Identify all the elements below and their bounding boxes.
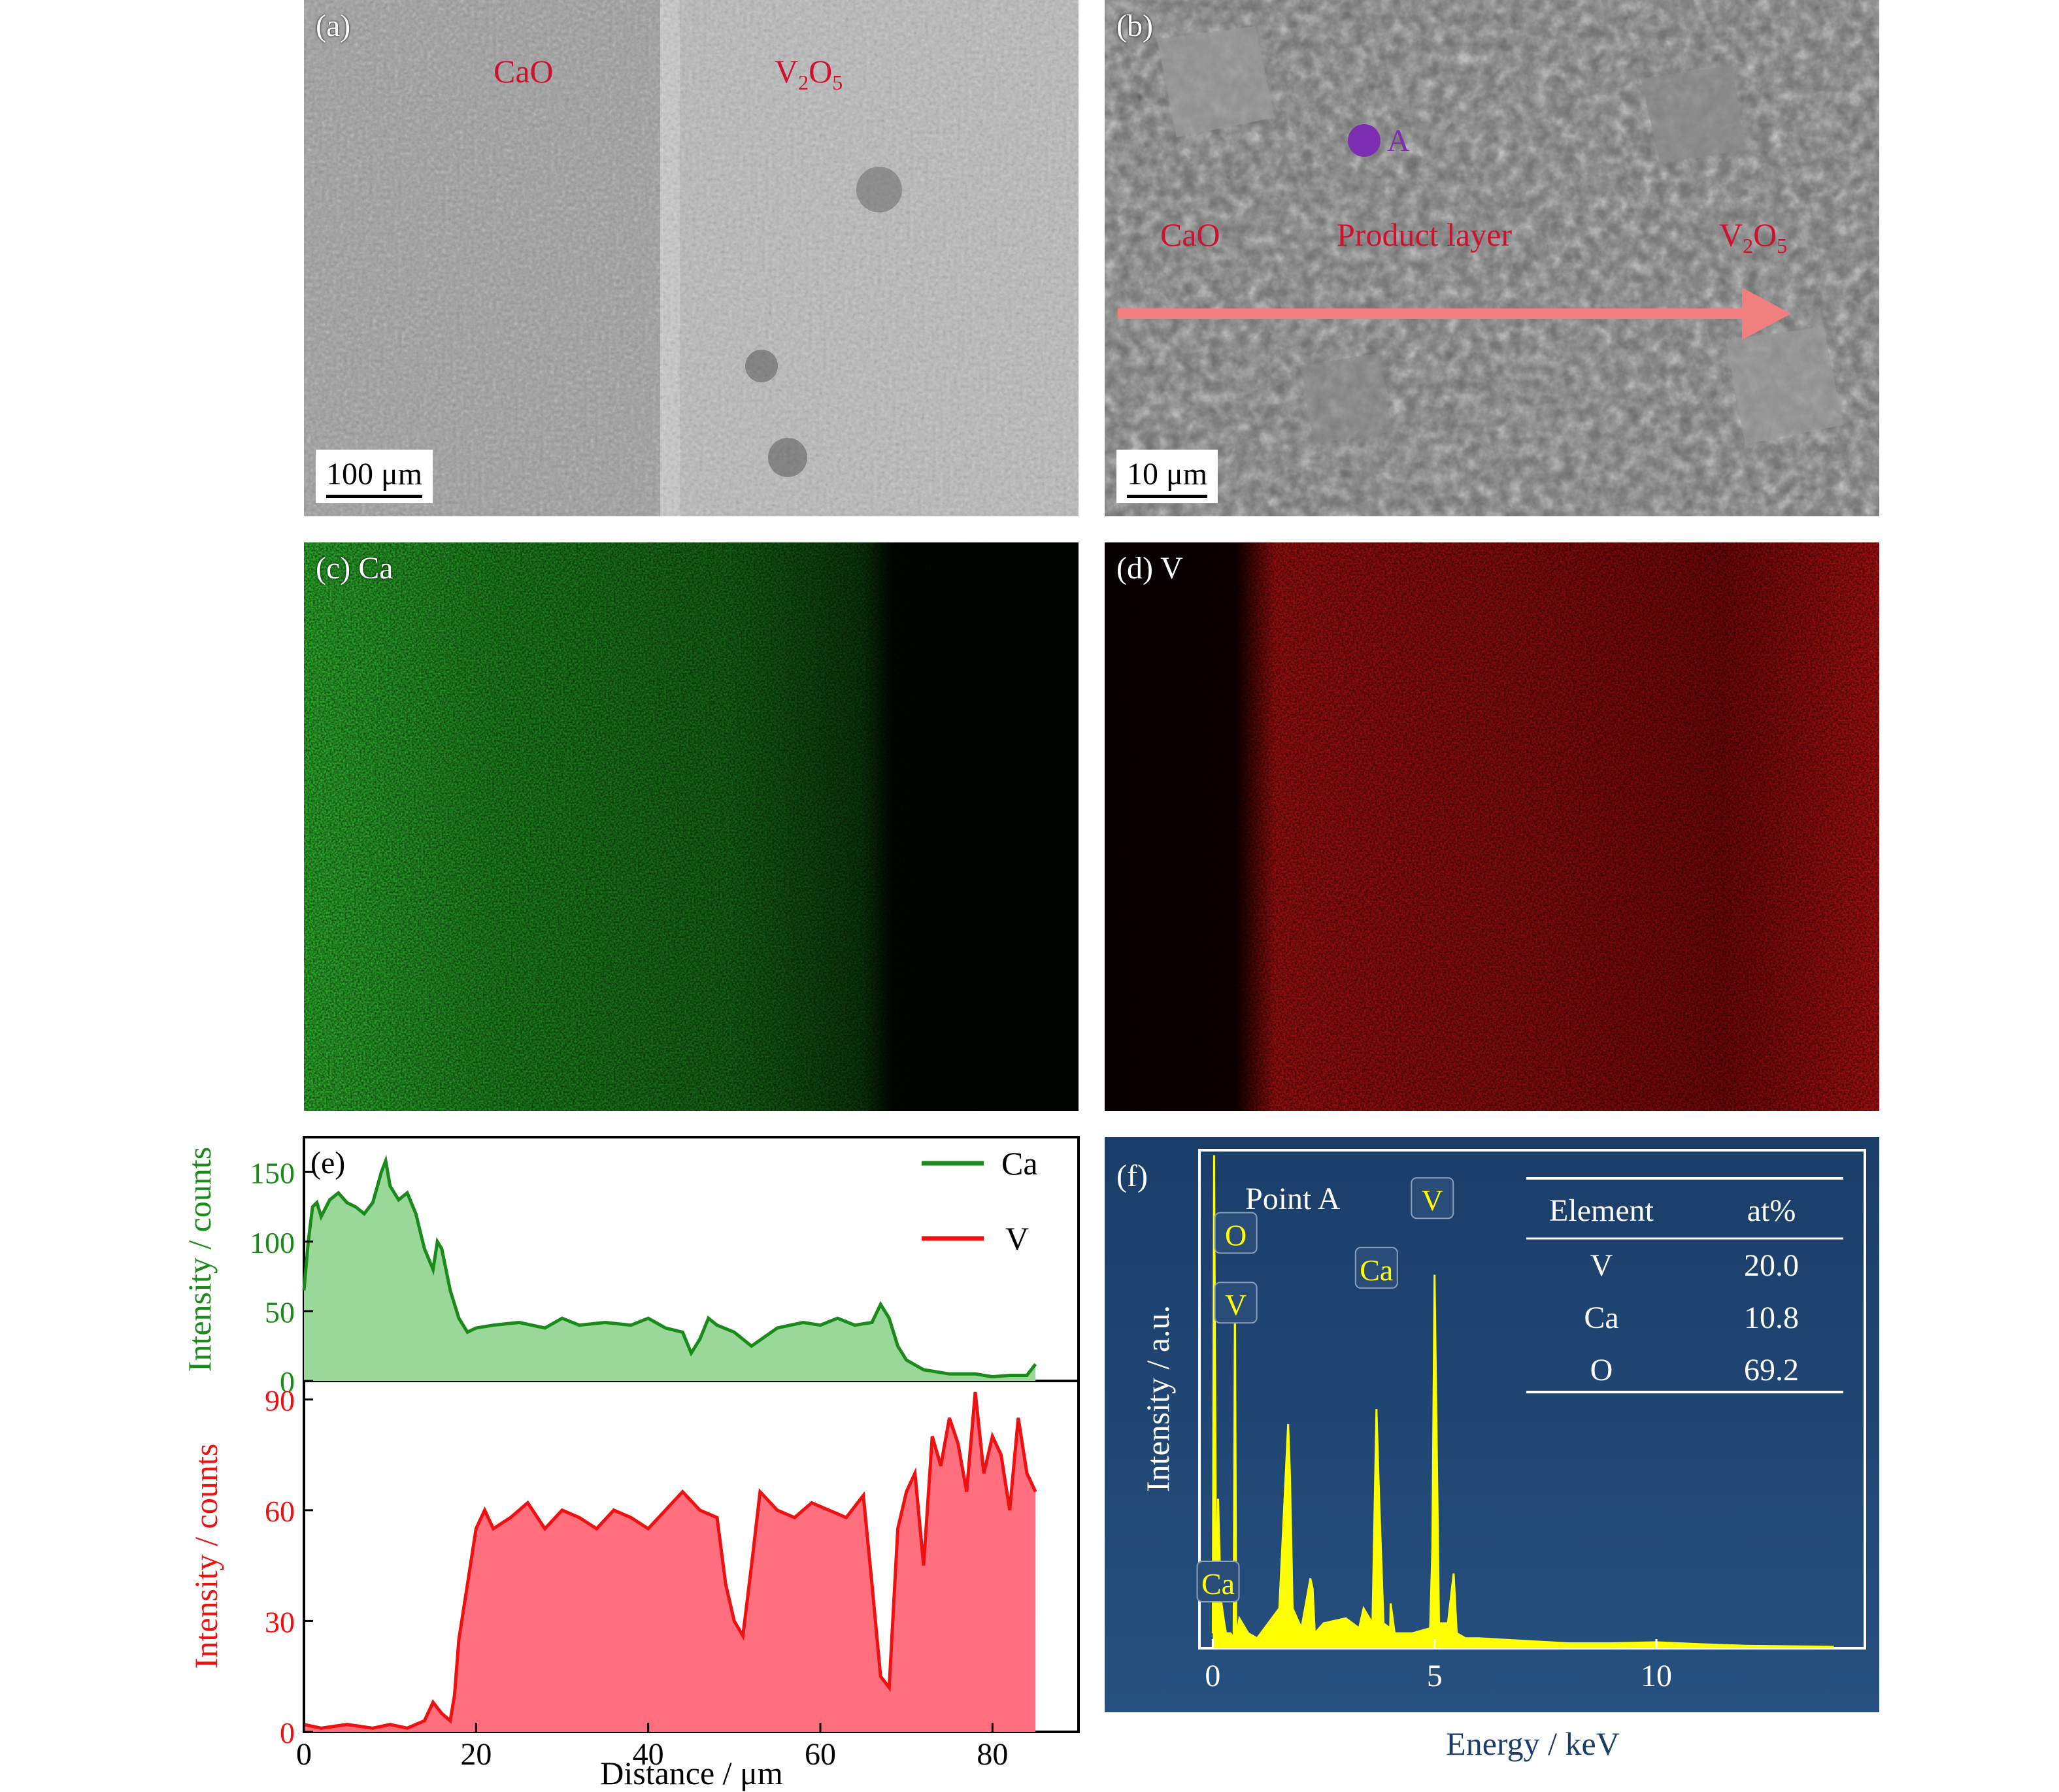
ca-series-line (302, 1154, 1037, 1379)
peak-label: Ca (1201, 1567, 1235, 1601)
v-y-tick-label: 90 (265, 1384, 295, 1417)
product-layer-label: Product layer (1337, 216, 1512, 253)
e-xlabel: Distance / μm (600, 1755, 783, 1791)
eds-spectrum-f: (f) Point A Intensity / a.u. Energy / ke… (1105, 1137, 1879, 1762)
v-map-d: (d) V (1105, 542, 1879, 1111)
v-y-tick-label: 30 (265, 1605, 295, 1638)
e-x-tick-label: 0 (296, 1737, 312, 1772)
ca-y-tick-label: 100 (250, 1226, 295, 1259)
v-y-tick-label: 0 (280, 1716, 295, 1750)
point-a-marker (1348, 124, 1381, 157)
sem-image-a: (a) CaO V2O5 100 μm (304, 0, 1079, 516)
table-cell: O (1590, 1353, 1613, 1387)
peak-label: Ca (1360, 1253, 1393, 1287)
peak-label-box (1354, 1246, 1398, 1289)
peak-label: V (1225, 1288, 1247, 1321)
ca-map-c: (c) Ca (304, 542, 1079, 1111)
table-cell: 10.8 (1744, 1301, 1799, 1335)
legend-v-label: V (1005, 1220, 1029, 1257)
sem-texture-a (304, 0, 1079, 516)
v2o5-label-a: V2O5 (775, 53, 843, 94)
table-cell: Ca (1584, 1301, 1618, 1335)
cao-label-b: CaO (1160, 216, 1220, 253)
legend-ca-label: Ca (1001, 1145, 1038, 1182)
table-header-element: Element (1549, 1193, 1654, 1228)
scale-bar-b: 10 μm (1116, 450, 1218, 503)
peak-label-box (1196, 1560, 1240, 1602)
ca-ylabel: Intensity / counts (181, 1147, 218, 1372)
line-scan-chart-e: (e) Distance / μm Intensity / counts Int… (181, 1136, 1080, 1791)
v-area (304, 1392, 1036, 1732)
panel-label-f: (f) (1116, 1159, 1148, 1193)
spectrum-line (1211, 1155, 1834, 1648)
v2o5-label-b: V2O5 (1719, 216, 1788, 257)
panel-label-a: (a) (316, 8, 351, 43)
peak-label-box (1214, 1212, 1258, 1254)
e-x-tick-label: 20 (460, 1737, 492, 1772)
e-x-tick-label: 40 (633, 1737, 664, 1772)
f-x-tick-label: 10 (1641, 1659, 1672, 1693)
v-series-line (303, 1391, 1037, 1730)
table-cell: 69.2 (1744, 1353, 1799, 1387)
panel-label-d: (d) V (1116, 551, 1183, 586)
sem-image-b: (b) A CaO Product layer V2O5 10 μm (1105, 0, 1879, 516)
table-cell: V (1590, 1248, 1613, 1283)
e-x-tick-label: 80 (977, 1737, 1008, 1772)
point-a-label: A (1387, 124, 1410, 158)
ca-y-tick-label: 150 (250, 1156, 295, 1189)
f-x-tick-label: 5 (1427, 1659, 1443, 1693)
table-cell: 20.0 (1744, 1248, 1799, 1283)
peak-label: O (1225, 1219, 1247, 1252)
panel-label-c: (c) Ca (316, 551, 393, 586)
sem-texture-b (1105, 0, 1879, 516)
point-a-title: Point A (1245, 1182, 1341, 1216)
panel-label-b: (b) (1116, 8, 1153, 43)
ca-y-tick-label: 50 (265, 1295, 295, 1329)
at-percent-table: Element at% V 20.0 Ca 10.8 O 69.2 (1526, 1177, 1843, 1393)
v-map-texture (1105, 542, 1879, 1111)
ca-area (304, 1161, 1036, 1381)
peak-label: V (1422, 1184, 1443, 1217)
e-x-tick-label: 60 (805, 1737, 836, 1772)
eds-xlabel: Energy / keV (1446, 1725, 1620, 1762)
ca-y-tick-label: 0 (280, 1365, 295, 1399)
table-header-at: at% (1747, 1193, 1796, 1228)
v-y-tick-label: 60 (265, 1495, 295, 1528)
peak-label-box (1214, 1282, 1258, 1324)
cao-label-a: CaO (494, 53, 554, 90)
v-ylabel: Intensity / counts (188, 1444, 224, 1668)
scale-bar-a: 100 μm (316, 450, 433, 503)
ca-map-texture (304, 542, 1079, 1111)
panel-label-e: (e) (310, 1146, 345, 1180)
f-x-tick-label: 0 (1205, 1659, 1220, 1693)
eds-ylabel: Intensity / a.u. (1139, 1305, 1176, 1492)
line-scan-arrow (1118, 288, 1791, 340)
peak-label-box (1411, 1177, 1454, 1220)
